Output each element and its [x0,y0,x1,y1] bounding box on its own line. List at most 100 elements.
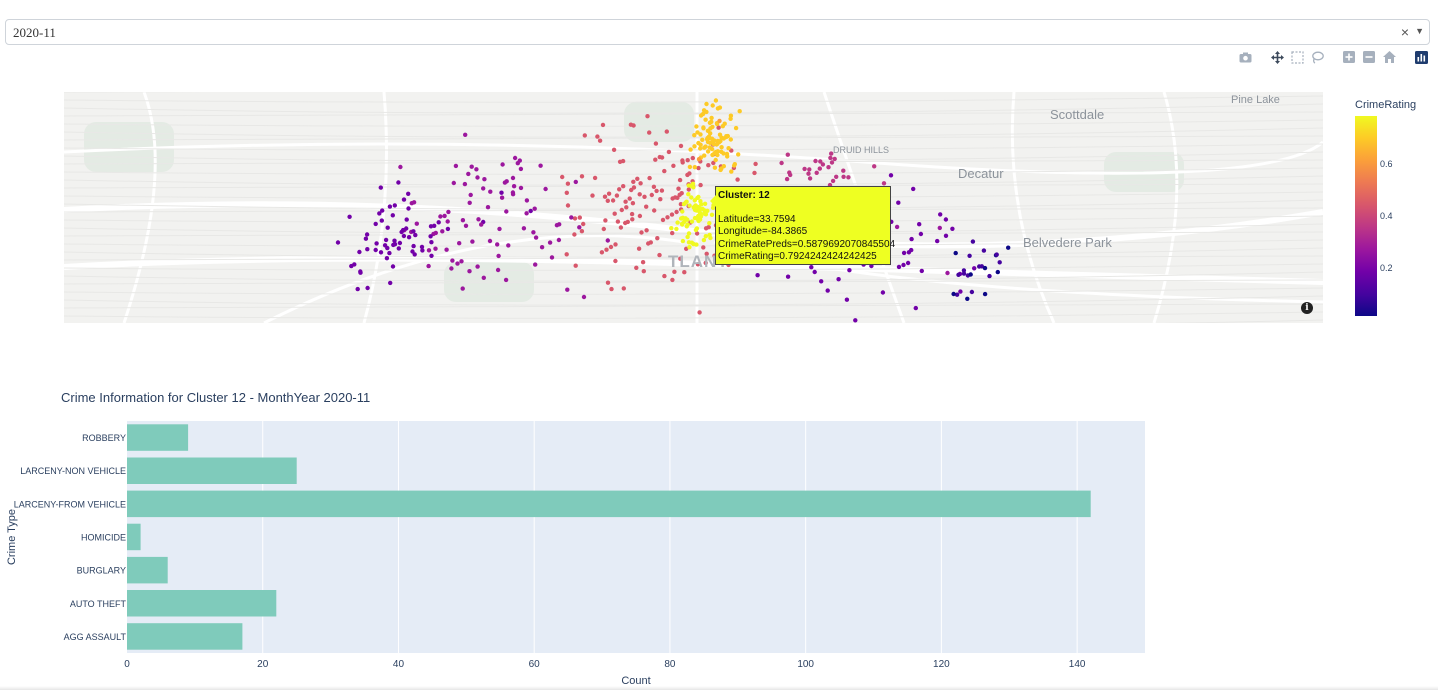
map-point[interactable] [432,223,437,228]
map-point[interactable] [669,226,674,231]
map-point[interactable] [449,266,454,271]
map-point[interactable] [610,198,616,203]
map-point[interactable] [841,174,846,179]
map-point[interactable] [615,219,621,224]
map-point[interactable] [565,287,570,292]
map-point[interactable] [510,175,516,181]
map-point[interactable] [705,149,711,154]
map-point[interactable] [670,277,675,283]
map-point[interactable] [429,253,434,258]
map-point[interactable] [581,294,587,300]
map-point[interactable] [698,182,703,188]
map-point[interactable] [581,221,586,227]
map-point[interactable] [617,159,623,164]
map-point[interactable] [982,291,988,297]
map-point[interactable] [911,186,916,192]
map-point[interactable] [680,209,685,214]
map-point[interactable] [623,199,628,204]
map-point[interactable] [467,269,472,274]
map-point[interactable] [466,171,471,177]
map-point[interactable] [954,292,960,297]
map-point[interactable] [475,264,480,269]
map-point[interactable] [388,280,393,286]
map-point[interactable] [442,213,447,219]
map-point[interactable] [532,206,537,211]
map-point[interactable] [711,160,716,166]
map-point[interactable] [440,229,445,234]
map-point[interactable] [605,238,610,243]
map-point[interactable] [396,246,401,251]
map-point[interactable] [853,318,858,323]
map-point[interactable] [784,176,790,182]
map-point[interactable] [474,167,479,172]
map-point[interactable] [528,208,533,214]
map-point[interactable] [812,269,817,275]
map-point[interactable] [433,246,438,251]
map-point[interactable] [814,170,819,175]
map-point[interactable] [832,156,837,162]
map-point[interactable] [703,144,708,149]
map-point[interactable] [614,193,620,198]
map-point[interactable] [674,226,679,232]
map-point[interactable] [635,176,640,181]
map-point[interactable] [718,167,723,173]
map-point[interactable] [373,221,378,227]
map-point[interactable] [969,289,975,295]
map-point[interactable] [617,187,622,192]
map-point[interactable] [621,286,626,291]
map-point[interactable] [467,200,472,205]
map-point[interactable] [752,170,757,176]
map-point[interactable] [689,219,695,224]
map-point[interactable] [463,132,468,137]
bar-larceny-from-vehicle[interactable] [127,490,1091,518]
map-point[interactable] [549,255,555,260]
map-point[interactable] [401,233,407,239]
map-point[interactable] [406,191,411,196]
map-point[interactable] [728,137,733,142]
map-point[interactable] [670,196,675,201]
map-point[interactable] [709,212,715,217]
map-point[interactable] [720,124,725,129]
map-point[interactable] [682,219,687,224]
map-point[interactable] [828,155,833,161]
map-point[interactable] [475,175,480,180]
map-point[interactable] [721,164,726,169]
map-point[interactable] [380,208,385,213]
map-point[interactable] [377,211,382,216]
map-point[interactable] [719,145,724,150]
map-point[interactable] [847,268,852,273]
info-icon[interactable]: i [1301,302,1313,314]
map-point[interactable] [994,252,999,257]
map-point[interactable] [728,113,734,118]
map-point[interactable] [672,269,677,274]
map-point[interactable] [605,198,610,203]
map-point[interactable] [678,256,683,261]
map-point[interactable] [605,280,611,285]
map-point[interactable] [521,226,527,231]
map-point[interactable] [694,242,699,247]
map-point[interactable] [678,143,684,149]
map-point[interactable] [674,209,679,215]
map-point[interactable] [409,201,414,206]
map-point[interactable] [382,243,388,248]
map-point[interactable] [683,216,688,221]
map-point[interactable] [619,207,624,213]
map-point[interactable] [846,175,851,180]
map-point[interactable] [335,240,341,245]
map-point[interactable] [965,296,970,301]
map-point[interactable] [660,217,666,223]
map-point[interactable] [373,247,378,253]
map-point[interactable] [987,273,992,279]
map-point[interactable] [687,203,692,208]
map-point[interactable] [691,185,696,190]
map-point[interactable] [906,250,912,255]
map-point[interactable] [704,137,710,142]
map-point[interactable] [657,252,662,258]
map-point[interactable] [518,185,524,191]
map-point[interactable] [982,265,988,271]
map-point[interactable] [943,233,949,238]
map-point[interactable] [429,240,434,245]
map-point[interactable] [956,272,961,277]
map-point[interactable] [621,184,626,189]
map-point[interactable] [692,207,698,213]
